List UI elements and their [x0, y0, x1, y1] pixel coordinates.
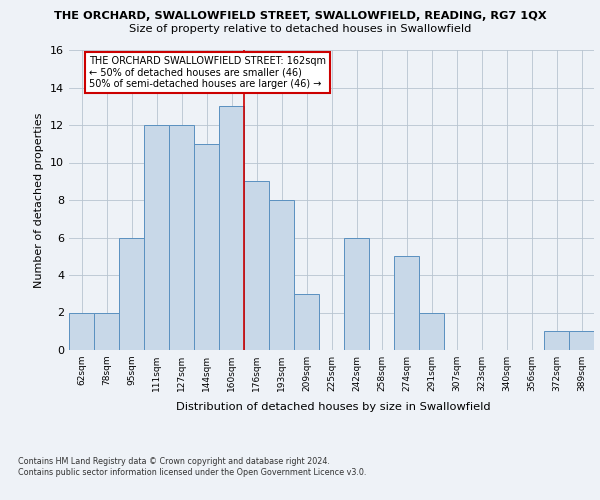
Bar — [344, 238, 369, 350]
Text: THE ORCHARD SWALLOWFIELD STREET: 162sqm
← 50% of detached houses are smaller (46: THE ORCHARD SWALLOWFIELD STREET: 162sqm … — [89, 56, 326, 89]
Bar — [544, 331, 569, 350]
Bar — [394, 256, 419, 350]
Text: Distribution of detached houses by size in Swallowfield: Distribution of detached houses by size … — [176, 402, 490, 412]
Text: Size of property relative to detached houses in Swallowfield: Size of property relative to detached ho… — [129, 24, 471, 34]
Bar — [244, 181, 269, 350]
Bar — [69, 312, 94, 350]
Text: THE ORCHARD, SWALLOWFIELD STREET, SWALLOWFIELD, READING, RG7 1QX: THE ORCHARD, SWALLOWFIELD STREET, SWALLO… — [53, 11, 547, 21]
Bar — [569, 331, 594, 350]
Bar — [219, 106, 244, 350]
Bar — [269, 200, 294, 350]
Bar — [294, 294, 319, 350]
Bar — [144, 125, 169, 350]
Bar — [419, 312, 444, 350]
Y-axis label: Number of detached properties: Number of detached properties — [34, 112, 44, 288]
Bar — [169, 125, 194, 350]
Text: Contains HM Land Registry data © Crown copyright and database right 2024.
Contai: Contains HM Land Registry data © Crown c… — [18, 458, 367, 477]
Bar — [194, 144, 219, 350]
Bar — [119, 238, 144, 350]
Bar — [94, 312, 119, 350]
